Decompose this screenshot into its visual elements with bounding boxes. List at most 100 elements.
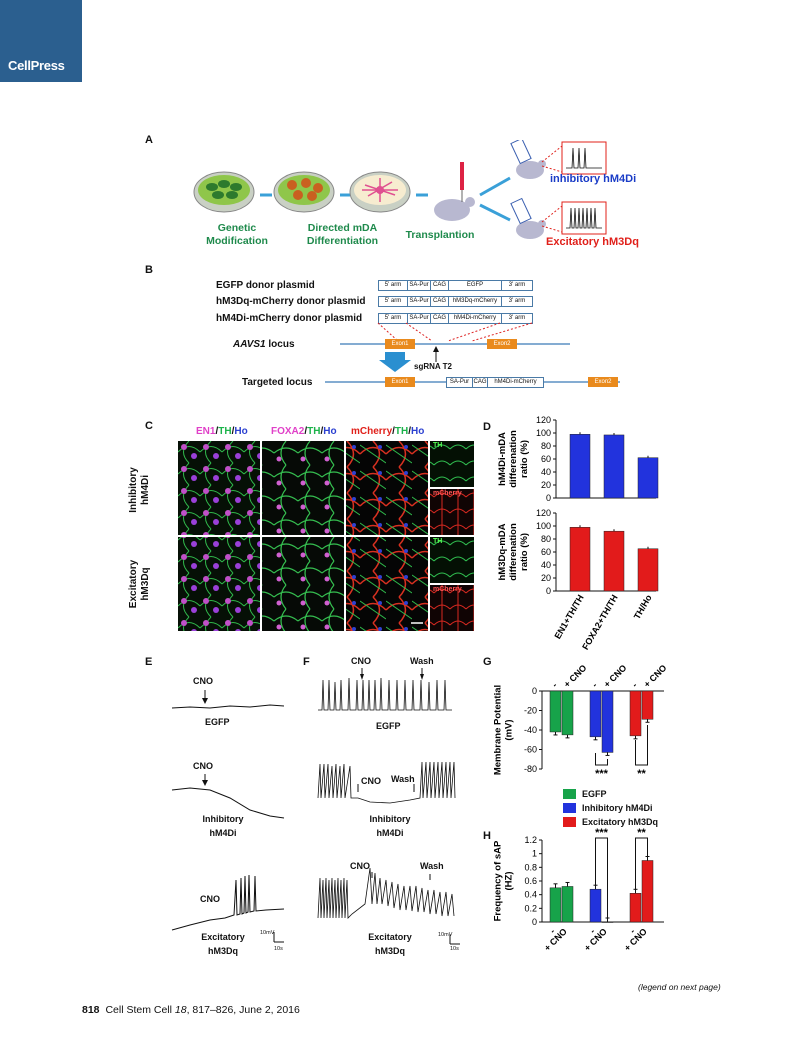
hdr-slash: / [392,426,395,437]
part-egfp: EGFP [448,280,502,291]
part-cag-targeted: CAG [472,377,488,388]
ylabel-chartH-line: (HZ) [504,872,515,891]
ylabel-d0-line: differenation [508,430,519,488]
ylabel-d1-line: differenation [508,523,519,581]
panel-f-label: F [303,656,310,668]
page-number: 818 [82,1004,100,1016]
ytick-label-d: 0 [546,586,551,596]
ytick-label-chartH: 0.8 [524,862,537,872]
ytick-label-d: 20 [541,480,551,490]
xtick-label-chartH: + CNO [542,926,569,953]
legend-label-egfp: EGFP [582,789,607,799]
dish-directed-icon [273,171,335,213]
header-foxa2: FOXA2/TH/Ho [271,426,337,437]
bar-chartH-0-0 [549,887,562,923]
xtick-label-chartG: - [550,680,559,689]
trace-e-hm3dq [171,874,285,931]
legend-label-hm4di: Inhibitory hM4Di [582,803,653,813]
aavs1-locus-label: AAVS1 locus [233,339,295,350]
trace-inset-upper [561,141,607,175]
e-name-egfp: EGFP [205,717,230,727]
part-cag: CAG [430,280,449,291]
plasmid-egfp-label: EGFP donor plasmid [216,280,315,291]
ytick-label-chartG: -20 [524,706,537,716]
img-mcherry-inhibitory [346,441,428,535]
legend-swatch-egfp [563,789,576,799]
bar-chartG-2-1 [641,690,654,720]
ylabel-chartG-line: Membrane Potential [493,685,504,775]
ytick-label-d: 60 [541,547,551,557]
ytick-label-chartG: -80 [524,764,537,774]
step-genetic-modification: Genetic Modification [206,222,268,247]
legend: EGFP Inhibitory hM4Di Excitatory hM3Dq [563,787,658,829]
bar-d0-1 [603,434,625,499]
e-scale-t: 10s [274,946,283,952]
part-sapur: SA-Pur [407,280,431,291]
ylabel-chartH-line: Frequency of sAP [493,840,504,921]
outcome-inhibitory: inhibitory hM4Di [550,173,637,185]
part-hm4di-targeted: hM4Di-mCherry [487,377,544,388]
legend-label-hm3dq: Excitatory hM3Dq [582,817,659,827]
panel-h-label: H [483,830,491,842]
exon2-locus: Exon2 [487,339,517,349]
xtick-label-chartG: + CNO [602,663,629,690]
part-hm3dq-mcherry: hM3Dq-mCherry [448,296,502,307]
img-en1-excitatory [178,537,260,631]
ytick-label-d: 120 [536,415,551,425]
e-scale-v: 10mV [260,930,275,936]
hdr-th: TH [394,426,409,437]
ytick-label-chartG: -60 [524,745,537,755]
ytick-label-d: 40 [541,560,551,570]
legend-swatch-hm3dq [563,817,576,827]
journal-volume: 18 [174,1004,187,1016]
logo-text: CellPress [8,58,65,73]
ytick-label-d: 40 [541,467,551,477]
sig-label-chartH: ** [637,827,646,839]
hdr-slash: / [304,426,308,437]
plasmid-hm4di-label: hM4Di-mCherry donor plasmid [216,313,363,324]
xtick-label-chartG: + CNO [642,663,669,690]
panel-e-traces [171,690,285,943]
step-directed-differentiation: Directed mDA Differentiation [306,222,379,247]
part-sapur: SA-Pur [407,296,431,307]
dish-genetic-icon [193,171,255,213]
bar-chartH-2-0 [629,893,642,923]
f-wash-1: Wash [410,656,434,666]
panel-f-traces [317,668,460,945]
part-3arm: 3' arm [501,296,533,307]
ytick-label-d: 80 [541,534,551,544]
ytick-label-chartH: 0.6 [524,876,537,886]
page-footer: 818 Cell Stem Cell 18, 817–826, June 2, … [82,1004,300,1016]
ylabel-d1: hM3Dq-mDAdifferenationratio (%) [497,523,530,581]
hdr-foxa2: FOXA2 [271,426,305,437]
hdr-slash: / [408,426,412,437]
cellpress-logo: CellPress [0,0,82,82]
chart-d: 020406080100120hM4Di-mDAdifferenationrat… [497,415,659,650]
legend-item-hm3dq: Excitatory hM3Dq [563,815,658,829]
part-5arm: 5' arm [378,296,408,307]
bar-chartH-1-1 [601,921,614,923]
part-5arm: 5' arm [378,280,408,291]
bar-chartG-2-0 [629,690,642,737]
xtick-label-chartG: - [630,680,639,689]
panel-g-label: G [483,656,492,668]
panel-b-label: B [145,264,153,276]
img-mcherry-inset-excitatory [430,585,474,631]
journal-citation: , 817–826, June 2, 2016 [186,1004,300,1016]
img-th-inset-inhibitory [430,441,474,487]
journal-name: Cell Stem Cell [105,1004,172,1016]
legend-next-page: (legend on next page) [638,982,721,992]
legend-item-egfp: EGFP [563,787,658,801]
img-mcherry-excitatory [346,537,428,631]
bar-chartG-0-1 [561,690,574,736]
ytick-label-d: 60 [541,454,551,464]
sig-label-chartH: *** [595,827,609,839]
bar-chartH-1-0 [589,888,602,923]
xtick-label-chartH: - [548,926,557,935]
inset-th-2: TH [433,538,443,545]
part-sapur-targeted: SA-Pur [446,377,473,388]
f-cno-3: CNO [350,861,370,871]
ylabel-d0: hM4Di-mDAdifferenationratio (%) [497,430,530,488]
plasmid-hm3dq-label: hM3Dq-mCherry donor plasmid [216,296,366,307]
bar-chartG-0-0 [549,690,562,733]
